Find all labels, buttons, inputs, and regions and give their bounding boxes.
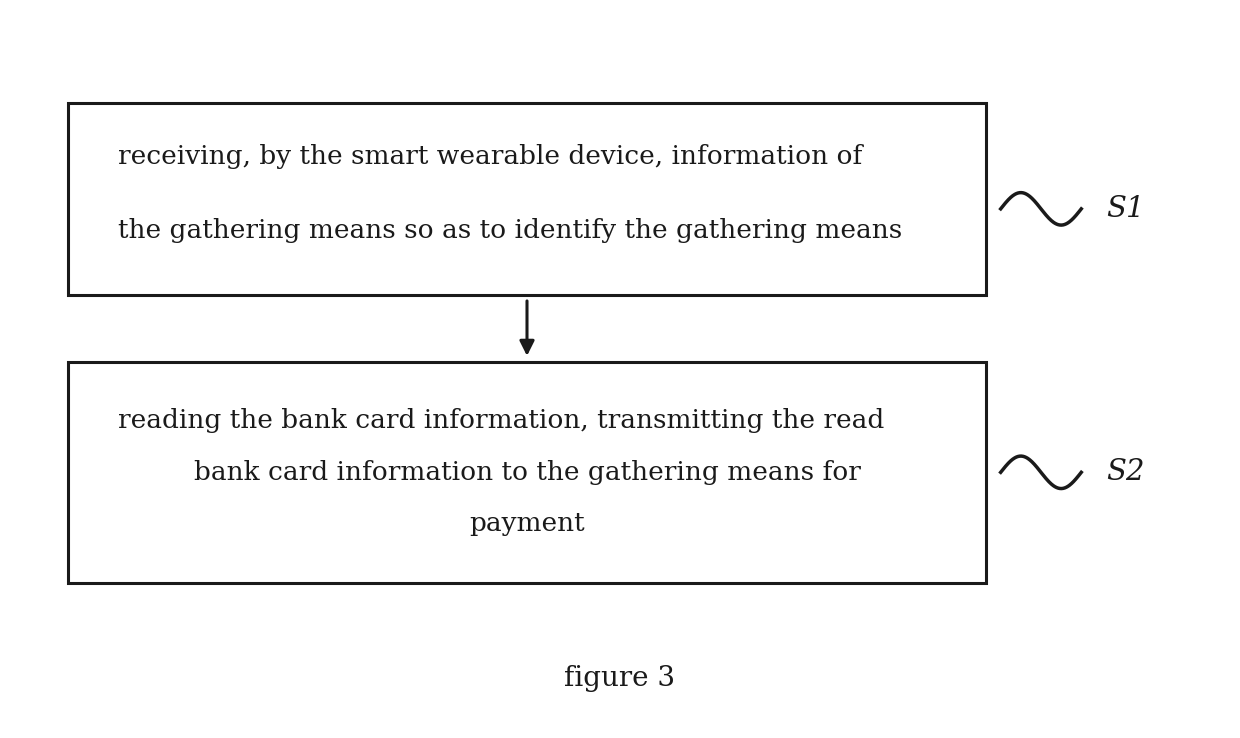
Text: S2: S2 [1106, 458, 1145, 486]
Text: reading the bank card information, transmitting the read: reading the bank card information, trans… [118, 408, 884, 433]
Bar [68, 362, 986, 583]
Text: receiving, by the smart wearable device, information of: receiving, by the smart wearable device,… [118, 144, 862, 169]
Text: bank card information to the gathering means for: bank card information to the gathering m… [193, 460, 861, 485]
Text: payment: payment [469, 511, 585, 537]
Text: S1: S1 [1106, 195, 1145, 223]
Text: figure 3: figure 3 [564, 666, 676, 692]
Bar [68, 103, 986, 295]
Text: the gathering means so as to identify the gathering means: the gathering means so as to identify th… [118, 218, 901, 243]
